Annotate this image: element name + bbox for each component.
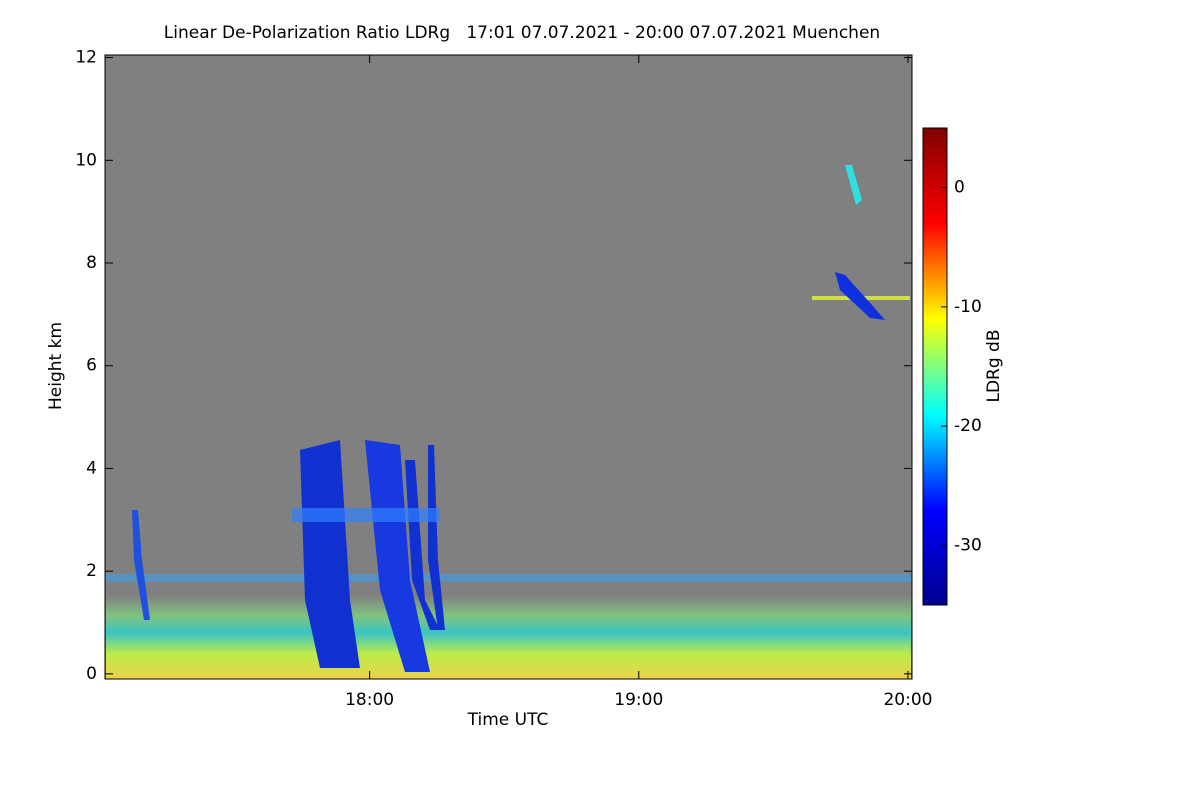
fall-streak: [365, 440, 430, 672]
y-tick-label: 8: [86, 253, 97, 273]
lidar-features: [106, 165, 911, 679]
boundary-layer: [106, 595, 911, 679]
y-tick-label: 10: [75, 150, 97, 170]
fall-streak: [132, 510, 150, 620]
x-tick-label: 19:00: [614, 690, 663, 710]
fall-streak: [428, 445, 445, 630]
fall-streak: [405, 460, 440, 630]
y-tick-label: 2: [86, 561, 97, 581]
fall-streak: [300, 440, 360, 668]
colorbar: [922, 127, 948, 606]
chart-title: Linear De-Polarization Ratio LDRg 17:01 …: [164, 23, 880, 43]
cirrus: [845, 165, 862, 205]
x-tick-label: 18:00: [345, 690, 394, 710]
x-axis-label: Time UTC: [467, 710, 549, 730]
x-tick-label: 20:00: [883, 690, 932, 710]
plot-frame: [104, 54, 913, 680]
colorbar-label: LDRg dB: [984, 329, 1004, 402]
colorbar-tick-label: 0: [954, 178, 965, 198]
plot-background: [105, 55, 912, 679]
colorbar-tick-label: -10: [954, 297, 982, 317]
y-tick-label: 4: [86, 458, 97, 478]
cloud-layer: [292, 508, 440, 522]
colorbar-tick-label: -30: [954, 535, 982, 555]
y-tick-label: 6: [86, 356, 97, 376]
cirrus: [835, 272, 885, 320]
y-axis-label: Height km: [46, 322, 66, 410]
layer-top: [106, 574, 911, 582]
colorbar-tick-label: -20: [954, 416, 982, 436]
y-tick-label: 12: [75, 48, 97, 68]
y-tick-label: 0: [86, 664, 97, 684]
